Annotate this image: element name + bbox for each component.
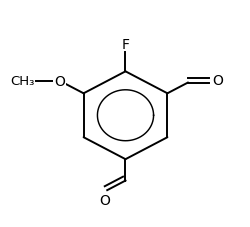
- Text: O: O: [99, 193, 110, 207]
- Text: F: F: [121, 38, 129, 52]
- Text: O: O: [54, 75, 65, 89]
- Text: CH₃: CH₃: [11, 75, 35, 88]
- Text: O: O: [211, 74, 222, 88]
